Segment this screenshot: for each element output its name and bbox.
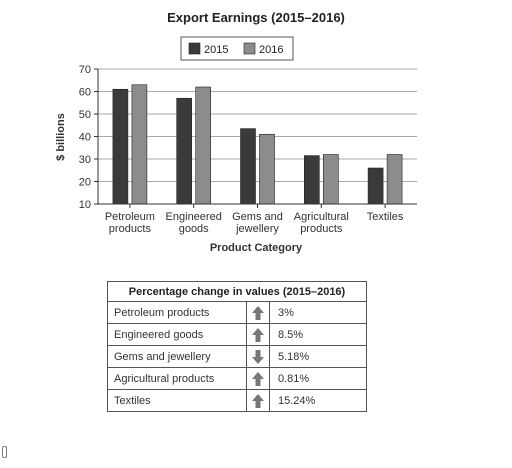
- export-earnings-chart: Export Earnings (2015–2016) 2015 2016 10 2…: [55, 10, 417, 254]
- chart-title: Export Earnings (2015–2016): [167, 10, 345, 25]
- legend-label-2015: 2015: [204, 44, 228, 56]
- y-tick-label: 40: [79, 132, 91, 144]
- table-row: Petroleum products 3%: [107, 301, 367, 324]
- x-tick-label-line: jewellery: [235, 223, 279, 235]
- row-change-cell: 15.24%: [246, 389, 367, 412]
- row-change-value: 8.5%: [278, 328, 304, 341]
- bar-2016: [259, 133, 275, 205]
- y-tick-label: 60: [79, 87, 91, 99]
- y-tick-label: 30: [79, 154, 91, 166]
- x-tick-label-line: Petroleum: [105, 211, 155, 223]
- chart-gridlines: [98, 68, 417, 182]
- bar-2016: [195, 86, 211, 205]
- bar-2016: [131, 84, 148, 205]
- legend-swatch-2015: [188, 42, 201, 55]
- arrow-up-icon: [247, 390, 270, 411]
- row-category: Gems and jewellery: [107, 345, 247, 368]
- row-change-cell: 8.5%: [246, 323, 367, 346]
- bar-2016: [386, 154, 403, 205]
- y-tick-label: 70: [79, 64, 91, 76]
- table-header-row: Percentage change in values (2015–2016): [107, 281, 367, 302]
- row-change-cell: 3%: [246, 301, 367, 324]
- x-tick-label: Gems and jewellery: [232, 211, 283, 235]
- page-edge-mark: [2, 446, 7, 458]
- arrow-down-icon: [247, 346, 270, 367]
- y-axis: 10 20 30 40 50 60 70: [79, 64, 99, 211]
- row-category: Engineered goods: [107, 323, 247, 346]
- row-change-cell: 0.81%: [246, 367, 367, 390]
- row-change-value: 15.24%: [278, 394, 316, 407]
- table-body: Petroleum products 3% Engineered goods 8.5%…: [107, 301, 367, 412]
- legend-box: [180, 36, 294, 61]
- legend-label-2016: 2016: [259, 44, 283, 56]
- table-title: Percentage change in values (2015–2016): [107, 281, 367, 302]
- table-row: Gems and jewellery 5.18%: [107, 345, 367, 368]
- x-tick-label-line: Textiles: [367, 211, 404, 223]
- y-tick-label: 50: [79, 109, 91, 121]
- x-tick-label: Engineered goods: [166, 211, 222, 235]
- x-tick-label: Agricultural products: [294, 211, 349, 235]
- y-axis-title: $ billions: [55, 113, 67, 161]
- percentage-change-table: Percentage change in values (2015–2016) …: [107, 281, 367, 412]
- x-axis-title: Product Category: [210, 242, 303, 254]
- table-row: Textiles 15.24%: [107, 389, 367, 412]
- x-tick-label-line: goods: [179, 223, 209, 235]
- row-change-value: 0.81%: [278, 372, 310, 385]
- bar-2015: [112, 88, 129, 205]
- bar-2015: [176, 97, 192, 205]
- legend-swatch-2016: [243, 42, 256, 55]
- row-change-value: 5.18%: [278, 350, 310, 363]
- chart-legend: 2015 2016: [180, 36, 294, 61]
- bar-2015: [240, 128, 256, 205]
- y-tick-label: 10: [79, 199, 91, 211]
- x-tick-label-line: products: [109, 223, 152, 235]
- x-tick-label: Textiles: [367, 211, 404, 223]
- bar-2015: [367, 167, 384, 205]
- row-change-cell: 5.18%: [246, 345, 367, 368]
- x-tick-label: Petroleum products: [105, 211, 155, 235]
- arrow-up-icon: [247, 302, 270, 323]
- x-tick-label-line: products: [300, 223, 343, 235]
- bar-2016: [322, 154, 339, 205]
- bar-2015: [303, 155, 320, 205]
- table-row: Agricultural products 0.81%: [107, 367, 367, 390]
- x-tick-label-line: Engineered: [166, 211, 222, 223]
- x-tick-label-line: Gems and: [232, 211, 283, 223]
- arrow-up-icon: [247, 324, 270, 345]
- arrow-up-icon: [247, 368, 270, 389]
- row-category: Agricultural products: [107, 367, 247, 390]
- x-tick-label-line: Agricultural: [294, 211, 349, 223]
- row-change-value: 3%: [278, 306, 294, 319]
- chart-bars: [112, 84, 403, 205]
- row-category: Textiles: [107, 389, 247, 412]
- row-category: Petroleum products: [107, 301, 247, 324]
- y-tick-label: 20: [79, 177, 91, 189]
- table-row: Engineered goods 8.5%: [107, 323, 367, 346]
